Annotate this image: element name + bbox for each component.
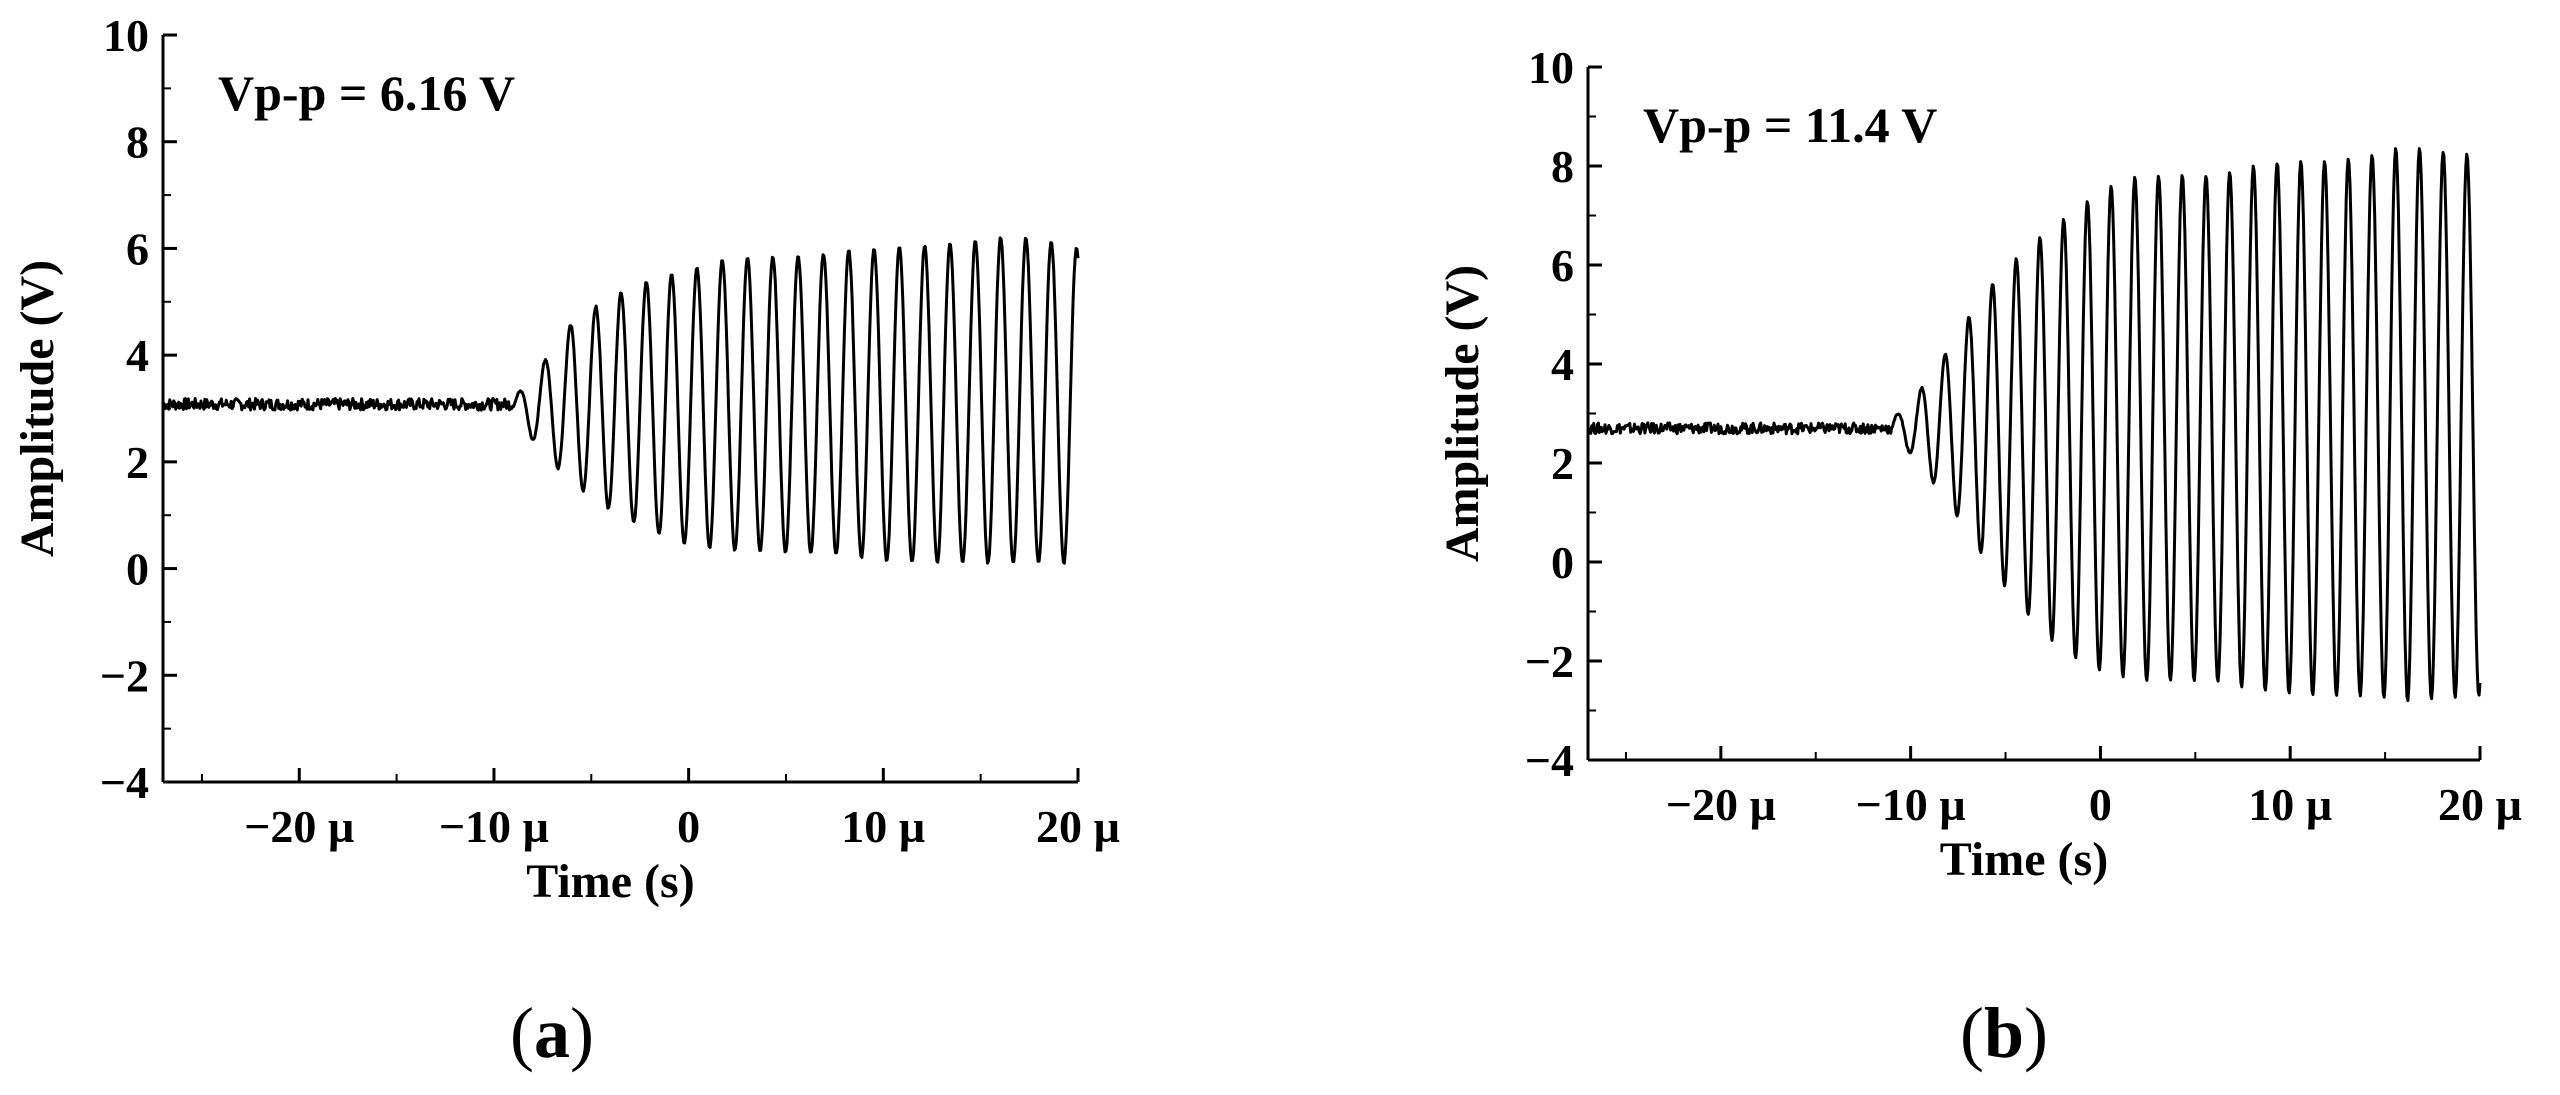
waveform-series [1586,147,2482,702]
x-axis-title: Time (s) [526,855,694,908]
y-tick-label: 0 [1551,537,1574,588]
x-tick-label: 20 µ [1036,801,1120,852]
panel-label-b: (b) [1960,993,2049,1073]
y-tick-label: −2 [100,650,149,701]
x-tick-label: 10 µ [2248,779,2332,830]
x-tick-label: −10 µ [1856,779,1966,830]
y-tick-label: 8 [126,117,149,168]
panel-label-a: (a) [510,993,594,1073]
x-tick-label: 10 µ [841,801,925,852]
x-tick-label: −20 µ [244,801,354,852]
x-tick-label: −20 µ [1666,779,1776,830]
waveform-series [162,236,1080,565]
y-tick-label: 0 [126,544,149,595]
x-tick-label: 0 [677,801,700,852]
y-tick-label: 4 [126,330,149,381]
y-tick-label: 4 [1551,339,1574,390]
chart-b-svg: −4 −2 0 2 4 6 8 10 −20 µ −10 µ 0 10 µ 20 µ Time (s) Am… [1436,42,2522,886]
chart-panel-b: −4 −2 0 2 4 6 8 10 −20 µ −10 µ 0 10 µ 20 µ Time (s) Am… [1280,0,2560,1095]
chart-a-svg: −4 −2 0 2 4 6 8 10 −20 µ −10 µ 0 10 µ 20 µ Time (s) Am… [11,10,1120,908]
y-tick-label: 8 [1551,141,1574,192]
y-tick-label: 10 [1528,42,1574,93]
x-tick-label: 20 µ [2438,779,2522,830]
y-axis-title: Amplitude (V) [1436,265,1489,562]
y-tick-label: 2 [1551,438,1574,489]
y-tick-label: 10 [103,10,149,61]
y-tick-label: 6 [1551,240,1574,291]
vpp-annotation: Vp-p = 6.16 V [218,65,515,121]
vpp-annotation: Vp-p = 11.4 V [1643,97,1937,153]
y-tick-label: 6 [126,223,149,274]
y-tick-label: −2 [1525,636,1574,687]
y-tick-label: 2 [126,437,149,488]
x-axis-title: Time (s) [1940,833,2108,886]
chart-panel-a: −4 −2 0 2 4 6 8 10 −20 µ −10 µ 0 10 µ 20 µ Time (s) Am… [11,10,1120,1073]
x-tick-label: 0 [2089,779,2112,830]
y-axis-title: Amplitude (V) [11,260,64,557]
x-tick-label: −10 µ [439,801,549,852]
y-tick-label: −4 [1525,735,1574,786]
y-tick-label: −4 [100,757,149,808]
